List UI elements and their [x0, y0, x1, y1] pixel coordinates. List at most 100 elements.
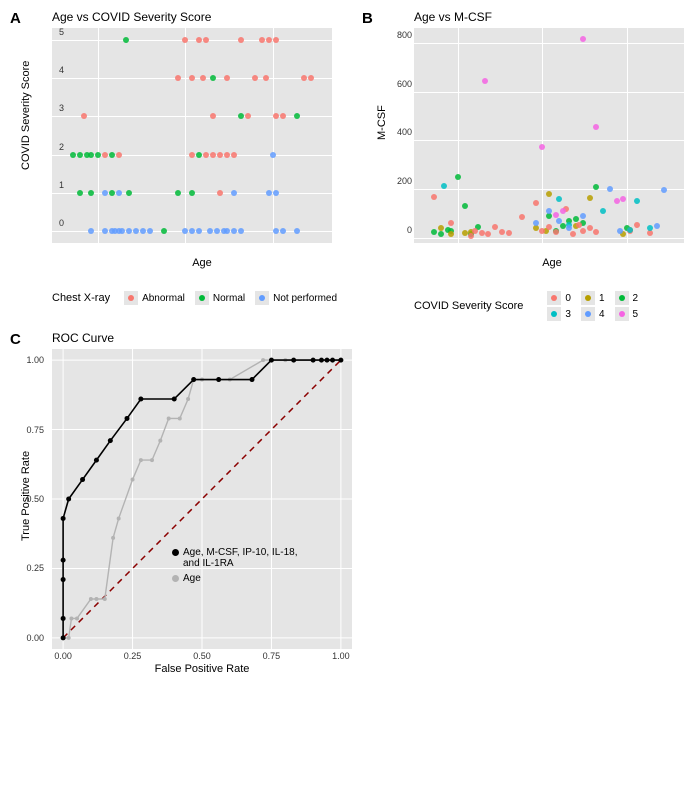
panel-a-ylabel: COVID Severity Score — [20, 61, 32, 170]
data-point — [539, 144, 545, 150]
data-point — [647, 225, 653, 231]
data-point — [576, 222, 582, 228]
data-point — [102, 152, 108, 158]
data-point — [109, 152, 115, 158]
data-point — [273, 37, 279, 43]
data-point — [485, 231, 491, 237]
data-point — [280, 113, 286, 119]
data-point — [81, 113, 87, 119]
panel-a-label: A — [10, 10, 21, 27]
panel-c-legend: Age, M-CSF, IP-10, IL-18, and IL-1RAAge — [172, 547, 313, 588]
panel-a-legend-items: AbnormalNormalNot performed — [124, 291, 337, 305]
data-point — [455, 174, 461, 180]
data-point — [533, 200, 539, 206]
data-point — [294, 113, 300, 119]
data-point — [95, 152, 101, 158]
data-point — [553, 212, 559, 218]
panel-b: B Age vs M-CSF M-CSF 255075 Age 02004006… — [362, 10, 690, 321]
data-point — [634, 222, 640, 228]
data-point — [587, 195, 593, 201]
data-point — [207, 228, 213, 234]
data-point — [263, 75, 269, 81]
data-point — [570, 231, 576, 237]
panel-c-chart: False Positive Rate Age, M-CSF, IP-10, I… — [52, 349, 352, 675]
legend-item: 2 — [615, 291, 639, 305]
panel-b-title: Age vs M-CSF — [414, 10, 690, 24]
data-point — [448, 220, 454, 226]
data-point — [231, 152, 237, 158]
data-point — [273, 228, 279, 234]
data-point — [431, 194, 437, 200]
data-point — [617, 228, 623, 234]
legend-item: Not performed — [255, 291, 337, 305]
data-point — [580, 213, 586, 219]
data-point — [224, 75, 230, 81]
data-point — [634, 198, 640, 204]
data-point — [553, 229, 559, 235]
data-point — [116, 152, 122, 158]
data-point — [573, 216, 579, 222]
data-point — [482, 78, 488, 84]
legend-item: 5 — [615, 307, 639, 321]
data-point — [556, 218, 562, 224]
data-point — [102, 228, 108, 234]
data-point — [126, 228, 132, 234]
data-point — [600, 208, 606, 214]
data-point — [224, 152, 230, 158]
data-point — [661, 187, 667, 193]
data-point — [614, 198, 620, 204]
data-point — [431, 229, 437, 235]
panel-a-legend: Chest X-ray AbnormalNormalNot performed — [52, 291, 352, 305]
data-point — [438, 231, 444, 237]
data-point — [556, 196, 562, 202]
data-point — [593, 184, 599, 190]
data-point — [116, 190, 122, 196]
legend-item: 3 — [547, 307, 571, 321]
data-point — [210, 75, 216, 81]
data-point — [270, 152, 276, 158]
panel-b-plot: 255075 — [414, 28, 684, 243]
data-point — [189, 228, 195, 234]
panel-c-xlabel: False Positive Rate — [52, 663, 352, 675]
panel-c: C ROC Curve True Positive Rate False Pos… — [10, 331, 352, 679]
data-point — [593, 229, 599, 235]
data-point — [161, 228, 167, 234]
data-point — [123, 37, 129, 43]
data-point — [214, 228, 220, 234]
data-point — [546, 224, 552, 230]
panel-a-plot: 255075 — [52, 28, 332, 243]
legend-item: 1 — [581, 291, 605, 305]
data-point — [224, 228, 230, 234]
data-point — [607, 186, 613, 192]
panel-a-xlabel: Age — [52, 257, 352, 269]
data-point — [196, 152, 202, 158]
data-point — [533, 220, 539, 226]
data-point — [519, 214, 525, 220]
data-point — [560, 223, 566, 229]
panel-a-legend-title: Chest X-ray — [52, 292, 110, 304]
data-point — [196, 228, 202, 234]
panel-b-label: B — [362, 10, 373, 27]
data-point — [217, 152, 223, 158]
data-point — [245, 113, 251, 119]
data-point — [133, 228, 139, 234]
data-point — [231, 190, 237, 196]
data-point — [70, 152, 76, 158]
panel-a: A Age vs COVID Severity Score COVID Seve… — [10, 10, 352, 321]
data-point — [140, 228, 146, 234]
data-point — [448, 231, 454, 237]
data-point — [252, 75, 258, 81]
data-point — [580, 228, 586, 234]
data-point — [301, 75, 307, 81]
data-point — [620, 196, 626, 202]
data-point — [200, 75, 206, 81]
panel-b-chart: 255075 Age 0200400600800 — [414, 28, 690, 269]
data-point — [308, 75, 314, 81]
data-point — [238, 113, 244, 119]
figure-grid: A Age vs COVID Severity Score COVID Seve… — [10, 10, 690, 679]
data-point — [77, 190, 83, 196]
data-point — [566, 225, 572, 231]
data-point — [102, 190, 108, 196]
data-point — [182, 37, 188, 43]
data-point — [266, 190, 272, 196]
